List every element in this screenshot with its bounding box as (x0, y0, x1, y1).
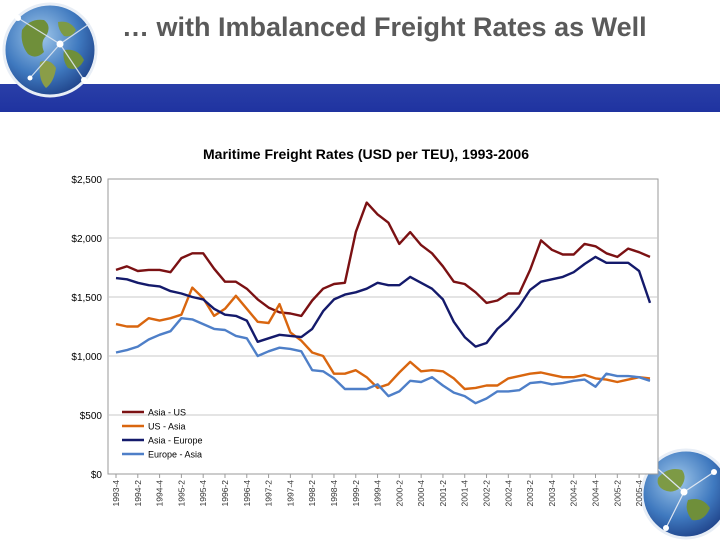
x-tick-label: 2001-4 (460, 480, 470, 507)
x-tick-label: 2000-4 (416, 480, 426, 507)
x-tick-label: 2005-4 (634, 480, 644, 507)
globe-logo-top-left (2, 2, 98, 98)
x-tick-label: 1995-4 (198, 480, 208, 507)
series-line-asia-europe (115, 255, 652, 348)
y-tick-label: $1,000 (71, 352, 102, 363)
x-tick-label: 1995-2 (176, 480, 186, 507)
x-tick-label: 1994-2 (133, 480, 143, 507)
x-tick-label: 1997-4 (285, 480, 295, 507)
series-line-europe-asia (115, 316, 651, 405)
x-tick-label: 1999-2 (351, 480, 361, 507)
y-tick-label: $2,500 (71, 175, 102, 186)
slide-title: … with Imbalanced Freight Rates as Well (122, 12, 647, 42)
y-tick-label: $1,500 (71, 293, 102, 304)
header-band (0, 84, 720, 112)
x-tick-label: 2004-4 (591, 480, 601, 507)
y-tick-label: $0 (91, 470, 103, 481)
x-tick-label: 1993-4 (111, 480, 121, 507)
x-tick-label: 1999-4 (373, 480, 383, 507)
y-tick-label: $2,000 (71, 234, 102, 245)
x-tick-label: 2003-2 (525, 480, 535, 507)
x-tick-label: 1996-2 (220, 480, 230, 507)
x-tick-label: 1998-4 (329, 480, 339, 507)
series-line-asia-us (115, 201, 651, 318)
x-tick-label: 1997-2 (264, 480, 274, 507)
x-tick-label: 1994-4 (155, 480, 165, 507)
legend-label: Asia - US (148, 408, 186, 418)
x-tick-label: 1996-4 (242, 480, 252, 507)
x-tick-label: 2003-4 (547, 480, 557, 507)
x-tick-label: 2000-2 (394, 480, 404, 507)
x-tick-label: 2002-4 (503, 480, 513, 507)
y-tick-label: $500 (80, 411, 103, 422)
legend-label: Asia - Europe (148, 436, 203, 446)
legend-label: US - Asia (148, 422, 186, 432)
x-tick-label: 2001-2 (438, 480, 448, 507)
globe-logo-bottom-right (640, 448, 720, 540)
x-tick-label: 2004-2 (569, 480, 579, 507)
legend-label: Europe - Asia (148, 450, 202, 460)
plot-area (107, 178, 659, 475)
x-tick-label: 1998-2 (307, 480, 317, 507)
x-tick-label: 2002-2 (482, 480, 492, 507)
x-tick-label: 2005-2 (612, 480, 622, 507)
freight-rates-chart: Maritime Freight Rates (USD per TEU), 19… (71, 146, 659, 507)
chart-title: Maritime Freight Rates (USD per TEU), 19… (203, 146, 529, 162)
